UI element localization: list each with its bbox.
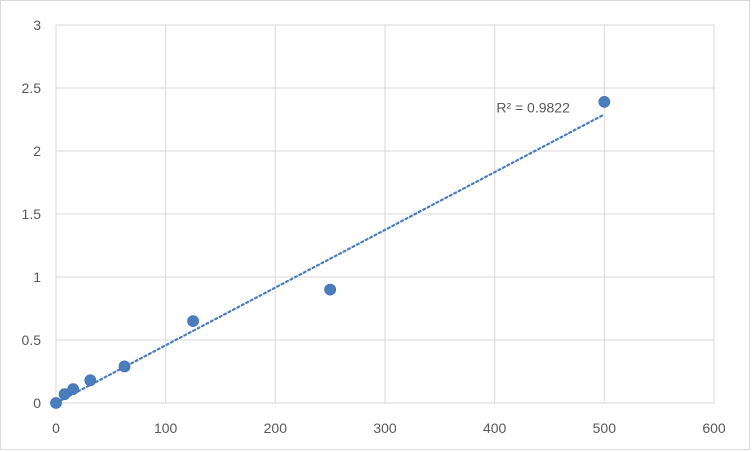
trendline [54,113,606,405]
data-point [118,360,131,373]
y-tick-label: 0.5 [22,332,42,348]
x-tick-label: 400 [483,420,507,436]
y-tick-label: 2.5 [22,80,42,96]
x-tick-label: 100 [154,420,178,436]
y-tick-label: 1 [33,269,41,285]
x-tick-label: 600 [702,420,726,436]
x-axis-tick-labels: 0 100 200 300 400 500 600 [52,420,726,436]
trendline-layer [54,113,606,405]
x-tick-label: 0 [52,420,60,436]
data-point [598,95,611,108]
r-squared-label: R² = 0.9822 [496,99,570,115]
x-tick-label: 300 [373,420,397,436]
y-tick-label: 0 [33,395,41,411]
data-point [187,315,199,328]
data-point [84,374,97,387]
x-tick-label: 500 [593,420,617,436]
y-tick-label: 1.5 [22,206,42,222]
y-tick-label: 2 [33,143,41,159]
y-axis-tick-labels: 0 0.5 1 1.5 2 2.5 3 [22,17,42,411]
x-tick-label: 200 [264,420,288,436]
data-point [67,383,80,396]
grid-lines [55,24,715,404]
y-tick-label: 3 [33,17,41,33]
data-point [324,283,337,296]
data-point [50,397,62,409]
data-points [50,95,611,409]
